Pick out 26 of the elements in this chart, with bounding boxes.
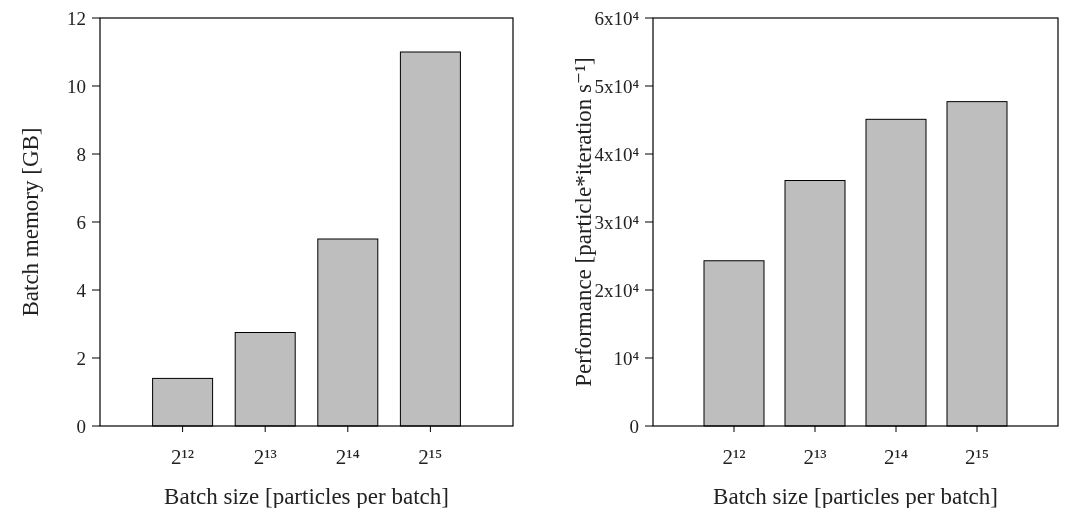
y-tick-label: 10 (67, 75, 86, 97)
y-tick-label: 0 (629, 415, 639, 437)
x-tick-label: 2¹⁵ (964, 445, 990, 469)
y-tick-label: 10⁴ (613, 347, 640, 369)
x-tick-label: 2¹⁴ (883, 445, 909, 469)
x-axis-title: Batch size [particles per batch] (713, 484, 998, 509)
y-tick-label: 4x10⁴ (594, 143, 640, 165)
y-tick-label: 2x10⁴ (594, 279, 640, 301)
y-tick-label: 12 (67, 7, 86, 29)
x-tick-label: 2¹⁵ (418, 445, 443, 469)
y-tick-label: 6 (76, 211, 86, 233)
x-tick-label: 2¹² (171, 445, 195, 469)
y-axis-title: Batch memory [GB] (18, 127, 43, 317)
y-tick-label: 0 (76, 415, 86, 437)
y-axis-title: Performance [particle*iteration s⁻¹] (571, 57, 596, 387)
x-axis-title: Batch size [particles per batch] (164, 484, 449, 509)
x-tick-label: 2¹³ (803, 445, 827, 469)
x-tick-label: 2¹⁴ (335, 445, 360, 469)
x-tick-label: 2¹³ (253, 445, 277, 469)
x-tick-label: 2¹² (722, 445, 746, 469)
y-tick-label: 8 (76, 143, 86, 165)
y-tick-label: 3x10⁴ (594, 211, 640, 233)
y-tick-label: 6x10⁴ (594, 7, 640, 29)
y-tick-label: 2 (76, 347, 86, 369)
y-tick-label: 4 (76, 279, 87, 301)
y-tick-label: 5x10⁴ (594, 75, 640, 97)
